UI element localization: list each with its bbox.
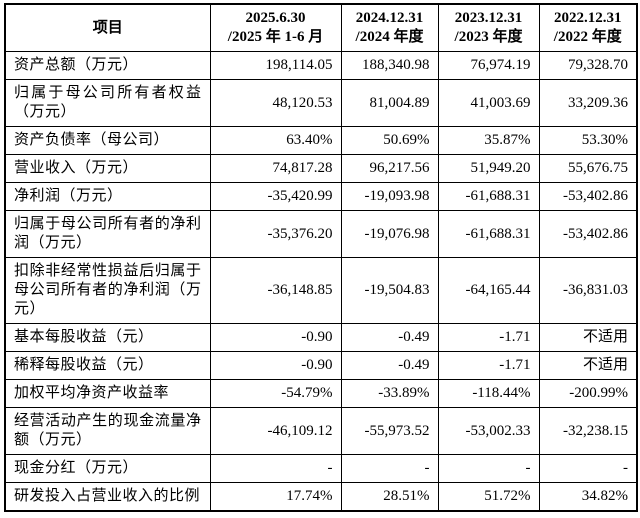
row-label-cell: 基本每股收益（元） bbox=[4, 323, 211, 352]
value-cell-2022: -53,402.86 bbox=[538, 182, 638, 211]
row-label-cell: 稀释每股收益（元） bbox=[4, 351, 211, 380]
row-label-cell: 研发投入占营业收入的比例 bbox=[4, 482, 211, 512]
value-cell-2025h1: 63.40% bbox=[209, 126, 342, 155]
period-range: /2024 年度 bbox=[355, 29, 424, 45]
value-cell-2025h1: -36,148.85 bbox=[209, 257, 342, 324]
col-header-period-2023: 2023.12.31 /2023 年度 bbox=[437, 3, 540, 52]
value-cell-2024: 81,004.89 bbox=[340, 79, 439, 127]
value-cell-2025h1: -0.90 bbox=[209, 323, 342, 352]
row-label-cell: 资产总额（万元） bbox=[4, 51, 211, 80]
row-label-cell: 资产负债率（母公司） bbox=[4, 126, 211, 155]
period-date: 2022.12.31 bbox=[554, 10, 622, 26]
value-cell-2022: 55,676.75 bbox=[538, 154, 638, 183]
value-cell-2023: - bbox=[437, 454, 540, 483]
value-cell-2023: -1.71 bbox=[437, 351, 540, 380]
value-cell-2024: -55,973.52 bbox=[340, 407, 439, 455]
value-cell-2024: -19,504.83 bbox=[340, 257, 439, 324]
value-cell-2024: 50.69% bbox=[340, 126, 439, 155]
value-cell-2025h1: 198,114.05 bbox=[209, 51, 342, 80]
row-label-cell: 归属于母公司所有者权益（万元） bbox=[4, 79, 211, 127]
col-header-period-2024: 2024.12.31 /2024 年度 bbox=[340, 3, 439, 52]
table-row: 净利润（万元） -35,420.99 -19,093.98 -61,688.31… bbox=[4, 182, 638, 211]
period-date: 2024.12.31 bbox=[355, 10, 424, 26]
table-row: 归属于母公司所有者权益（万元） 48,120.53 81,004.89 41,0… bbox=[4, 79, 638, 127]
table-row: 资产负债率（母公司） 63.40% 50.69% 35.87% 53.30% bbox=[4, 126, 638, 155]
table-row: 现金分红（万元） - - - - bbox=[4, 454, 638, 483]
financial-summary-table: 项目 2025.6.30 /2025 年 1-6 月 2024.12.31 /2… bbox=[4, 3, 638, 512]
value-cell-2023: -118.44% bbox=[437, 379, 540, 408]
value-cell-2024: - bbox=[340, 454, 439, 483]
col-header-item: 项目 bbox=[4, 3, 211, 52]
table-row: 营业收入（万元） 74,817.28 96,217.56 51,949.20 5… bbox=[4, 154, 638, 183]
row-label-cell: 现金分红（万元） bbox=[4, 454, 211, 483]
value-cell-2022: - bbox=[538, 454, 638, 483]
value-cell-2023: -61,688.31 bbox=[437, 210, 540, 258]
table-row: 基本每股收益（元） -0.90 -0.49 -1.71 不适用 bbox=[4, 323, 638, 352]
period-date: 2025.6.30 bbox=[245, 10, 306, 26]
value-cell-2025h1: 74,817.28 bbox=[209, 154, 342, 183]
value-cell-2024: -19,093.98 bbox=[340, 182, 439, 211]
value-cell-2023: -64,165.44 bbox=[437, 257, 540, 324]
row-label-cell: 扣除非经常性损益后归属于母公司所有者的净利润（万元） bbox=[4, 257, 211, 324]
period-date: 2023.12.31 bbox=[454, 10, 523, 26]
period-range: /2025 年 1-6 月 bbox=[227, 29, 324, 45]
value-cell-2023: -61,688.31 bbox=[437, 182, 540, 211]
value-cell-2022: 不适用 bbox=[538, 351, 638, 380]
value-cell-2024: -33.89% bbox=[340, 379, 439, 408]
table-row: 经营活动产生的现金流量净额（万元） -46,109.12 -55,973.52 … bbox=[4, 407, 638, 455]
table-row: 归属于母公司所有者的净利润（万元） -35,376.20 -19,076.98 … bbox=[4, 210, 638, 258]
value-cell-2023: -1.71 bbox=[437, 323, 540, 352]
value-cell-2024: -19,076.98 bbox=[340, 210, 439, 258]
value-cell-2025h1: - bbox=[209, 454, 342, 483]
value-cell-2022: -32,238.15 bbox=[538, 407, 638, 455]
value-cell-2025h1: -0.90 bbox=[209, 351, 342, 380]
table-row: 稀释每股收益（元） -0.90 -0.49 -1.71 不适用 bbox=[4, 351, 638, 380]
value-cell-2023: 76,974.19 bbox=[437, 51, 540, 80]
value-cell-2023: 51,949.20 bbox=[437, 154, 540, 183]
value-cell-2025h1: 48,120.53 bbox=[209, 79, 342, 127]
value-cell-2023: -53,002.33 bbox=[437, 407, 540, 455]
row-label-cell: 营业收入（万元） bbox=[4, 154, 211, 183]
value-cell-2025h1: -46,109.12 bbox=[209, 407, 342, 455]
value-cell-2024: -0.49 bbox=[340, 351, 439, 380]
value-cell-2022: 33,209.36 bbox=[538, 79, 638, 127]
table-row: 扣除非经常性损益后归属于母公司所有者的净利润（万元） -36,148.85 -1… bbox=[4, 257, 638, 324]
row-label-cell: 归属于母公司所有者的净利润（万元） bbox=[4, 210, 211, 258]
value-cell-2022: -53,402.86 bbox=[538, 210, 638, 258]
value-cell-2025h1: 17.74% bbox=[209, 482, 342, 512]
table-header-row: 项目 2025.6.30 /2025 年 1-6 月 2024.12.31 /2… bbox=[4, 3, 638, 52]
value-cell-2025h1: -54.79% bbox=[209, 379, 342, 408]
value-cell-2022: 不适用 bbox=[538, 323, 638, 352]
table-row: 资产总额（万元） 198,114.05 188,340.98 76,974.19… bbox=[4, 51, 638, 80]
value-cell-2023: 35.87% bbox=[437, 126, 540, 155]
value-cell-2022: -200.99% bbox=[538, 379, 638, 408]
row-label-cell: 经营活动产生的现金流量净额（万元） bbox=[4, 407, 211, 455]
value-cell-2024: 188,340.98 bbox=[340, 51, 439, 80]
value-cell-2025h1: -35,376.20 bbox=[209, 210, 342, 258]
col-header-period-2025h1: 2025.6.30 /2025 年 1-6 月 bbox=[209, 3, 342, 52]
row-label-cell: 加权平均净资产收益率 bbox=[4, 379, 211, 408]
table-row: 加权平均净资产收益率 -54.79% -33.89% -118.44% -200… bbox=[4, 379, 638, 408]
value-cell-2022: -36,831.03 bbox=[538, 257, 638, 324]
value-cell-2024: 96,217.56 bbox=[340, 154, 439, 183]
period-range: /2022 年度 bbox=[553, 29, 622, 45]
value-cell-2022: 79,328.70 bbox=[538, 51, 638, 80]
table-body: 资产总额（万元） 198,114.05 188,340.98 76,974.19… bbox=[4, 51, 638, 512]
value-cell-2022: 53.30% bbox=[538, 126, 638, 155]
value-cell-2023: 41,003.69 bbox=[437, 79, 540, 127]
value-cell-2024: -0.49 bbox=[340, 323, 439, 352]
value-cell-2024: 28.51% bbox=[340, 482, 439, 512]
period-range: /2023 年度 bbox=[454, 29, 523, 45]
table-row: 研发投入占营业收入的比例 17.74% 28.51% 51.72% 34.82% bbox=[4, 482, 638, 512]
row-label-cell: 净利润（万元） bbox=[4, 182, 211, 211]
value-cell-2023: 51.72% bbox=[437, 482, 540, 512]
value-cell-2025h1: -35,420.99 bbox=[209, 182, 342, 211]
col-header-period-2022: 2022.12.31 /2022 年度 bbox=[538, 3, 638, 52]
value-cell-2022: 34.82% bbox=[538, 482, 638, 512]
col-header-item-label: 项目 bbox=[92, 19, 123, 36]
